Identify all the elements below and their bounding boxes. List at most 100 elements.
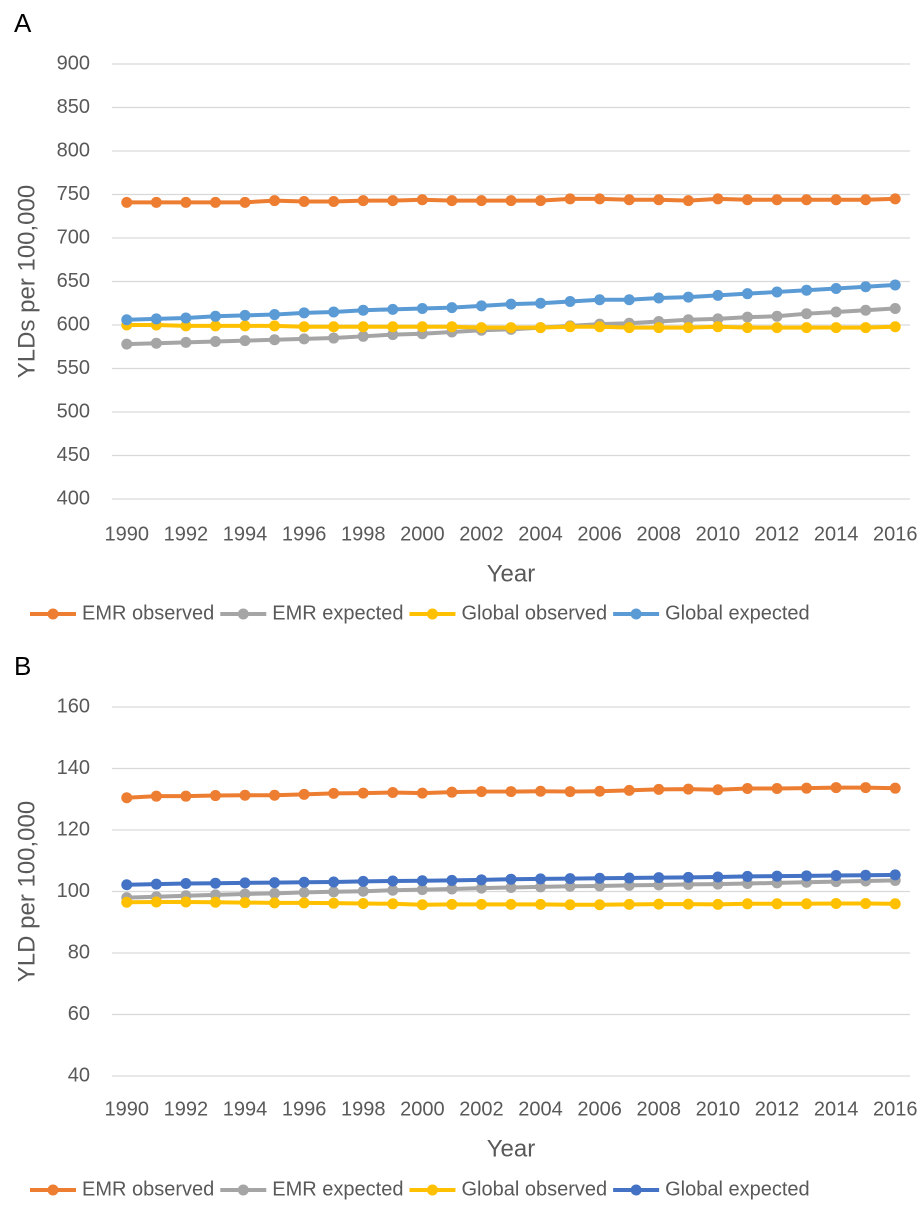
data-point	[180, 878, 192, 890]
data-point	[653, 194, 665, 206]
data-point	[180, 790, 192, 802]
x-axis-title: Year	[487, 1135, 536, 1162]
data-point	[357, 897, 369, 909]
data-point	[387, 195, 399, 207]
legend-label: Global expected	[665, 602, 810, 624]
data-point	[269, 320, 281, 332]
legend-label: Global expected	[665, 1178, 810, 1200]
data-point	[298, 195, 310, 207]
data-point	[594, 321, 606, 333]
data-point	[180, 320, 192, 332]
y-tick-label: 850	[57, 96, 90, 118]
data-point	[121, 338, 133, 350]
data-point	[416, 899, 428, 911]
y-tick-label: 650	[57, 270, 90, 292]
data-point	[712, 313, 724, 325]
data-point	[594, 872, 606, 884]
data-point	[712, 289, 724, 301]
data-point	[416, 884, 428, 896]
data-point	[535, 322, 547, 334]
data-point	[889, 898, 901, 910]
legend-label: EMR expected	[272, 1178, 403, 1200]
data-point	[416, 875, 428, 887]
x-tick-label: 2006	[577, 523, 622, 545]
x-tick-label: 1994	[223, 1098, 268, 1120]
data-point	[801, 308, 813, 320]
x-tick-label: 1998	[341, 523, 386, 545]
data-point	[889, 193, 901, 205]
data-point	[121, 196, 133, 208]
data-point	[328, 897, 340, 909]
data-point	[475, 874, 487, 886]
legend-marker	[426, 1184, 438, 1196]
data-point	[357, 321, 369, 333]
data-point	[771, 322, 783, 334]
data-point	[653, 322, 665, 334]
data-point	[741, 311, 753, 323]
data-point	[712, 193, 724, 205]
x-tick-label: 2010	[696, 1098, 741, 1120]
y-tick-label: 750	[57, 183, 90, 205]
data-point	[416, 321, 428, 333]
data-point	[801, 870, 813, 882]
data-point	[801, 782, 813, 794]
data-point	[269, 877, 281, 889]
legend-marker	[47, 608, 59, 620]
data-point	[505, 298, 517, 310]
data-point	[594, 880, 606, 892]
data-point	[741, 194, 753, 206]
data-point	[328, 886, 340, 898]
x-tick-label: 1992	[164, 523, 209, 545]
data-point	[771, 194, 783, 206]
data-point	[712, 321, 724, 333]
data-point	[712, 784, 724, 796]
data-point	[623, 898, 635, 910]
legend-label: EMR expected	[272, 602, 403, 624]
legend-marker	[426, 608, 438, 620]
data-point	[653, 872, 665, 884]
data-point	[298, 886, 310, 898]
data-point	[150, 196, 162, 208]
data-point	[121, 896, 133, 908]
data-point	[682, 783, 694, 795]
data-point	[328, 787, 340, 799]
data-point	[298, 333, 310, 345]
x-axis-title: Year	[487, 560, 536, 587]
legend-marker	[630, 608, 642, 620]
legend-marker	[47, 1184, 59, 1196]
x-tick-label: 2002	[459, 523, 504, 545]
data-point	[387, 329, 399, 341]
data-point	[682, 195, 694, 207]
legend-marker	[237, 608, 249, 620]
legend-item: EMR observed	[30, 1178, 214, 1200]
y-tick-label: 40	[68, 1064, 90, 1086]
data-point	[475, 300, 487, 312]
data-point	[269, 195, 281, 207]
data-point	[328, 306, 340, 318]
data-point	[653, 292, 665, 304]
legend-label: EMR observed	[82, 1178, 214, 1200]
data-point	[771, 286, 783, 298]
data-point	[269, 789, 281, 801]
data-point	[328, 332, 340, 344]
data-point	[475, 322, 487, 334]
y-tick-label: 700	[57, 226, 90, 248]
x-tick-label: 1994	[223, 523, 268, 545]
data-point	[269, 309, 281, 321]
y-tick-label: 160	[57, 695, 90, 717]
data-point	[328, 876, 340, 888]
x-tick-label: 2014	[814, 1098, 859, 1120]
data-point	[889, 869, 901, 881]
data-point	[180, 896, 192, 908]
data-point	[682, 291, 694, 303]
data-point	[209, 320, 221, 332]
data-point	[771, 898, 783, 910]
data-point	[209, 790, 221, 802]
data-point	[298, 321, 310, 333]
data-point	[150, 896, 162, 908]
data-point	[505, 882, 517, 894]
data-point	[298, 307, 310, 319]
data-point	[180, 312, 192, 324]
data-point	[298, 897, 310, 909]
y-axis-title: YLD per 100,000	[13, 801, 40, 982]
